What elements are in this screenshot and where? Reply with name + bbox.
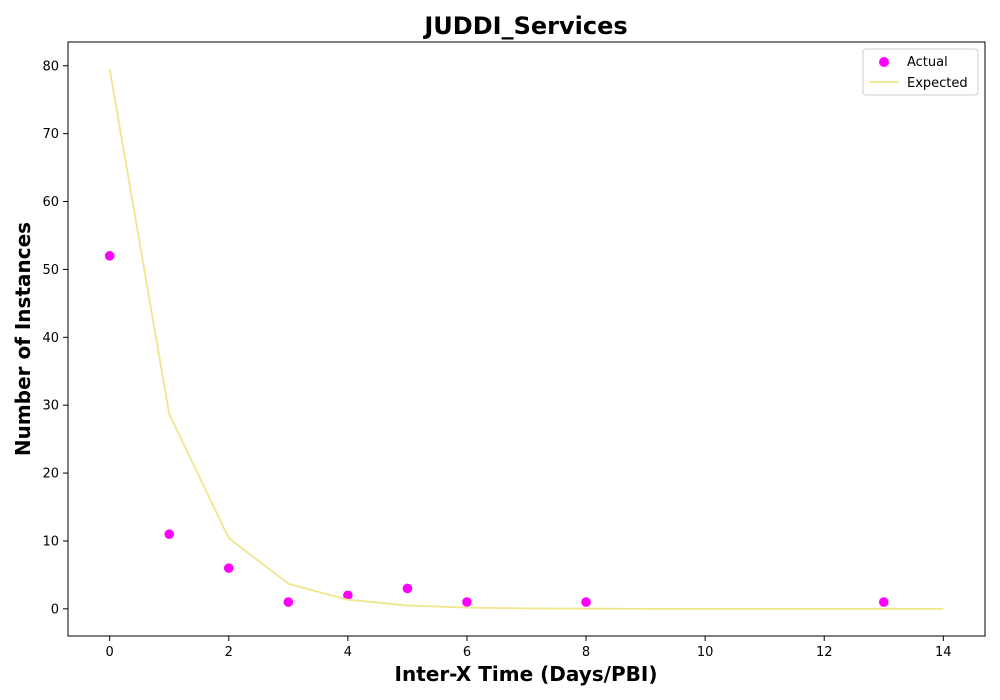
legend-label-actual: Actual (907, 55, 948, 70)
legend-marker-actual (879, 57, 889, 67)
y-tick-label: 30 (42, 399, 59, 414)
legend: Actual Expected (862, 48, 979, 96)
y-tick-label: 50 (42, 263, 59, 278)
y-tick-label: 40 (42, 331, 59, 346)
data-point-actual (104, 251, 115, 261)
y-tick-label: 0 (51, 602, 59, 617)
x-tick-label: 0 (106, 645, 114, 660)
data-point-actual (283, 597, 294, 607)
y-tick-label: 10 (42, 534, 59, 549)
x-tick-label: 12 (816, 645, 833, 660)
x-tick-label: 8 (582, 645, 590, 660)
y-axis-title: Number of Instances (11, 222, 35, 456)
x-tick-label: 6 (463, 645, 471, 660)
data-point-actual (223, 563, 234, 573)
y-tick-label: 70 (42, 127, 59, 142)
chart-title: JUDDI_Services (422, 12, 627, 40)
x-tick-label: 14 (935, 645, 952, 660)
data-point-actual (462, 597, 472, 607)
data-point-actual (878, 597, 889, 607)
y-tick-label: 20 (42, 467, 59, 482)
legend-frame (862, 48, 979, 96)
series-line-expected (108, 69, 944, 610)
y-tick-label: 80 (42, 59, 59, 74)
x-tick-label: 10 (697, 645, 714, 660)
x-axis-title: Inter-X Time (Days/PBI) (395, 662, 658, 686)
legend-label-expected: Expected (907, 76, 968, 91)
data-point-actual (402, 583, 413, 594)
plot-frame (67, 41, 986, 637)
x-tick-label: 4 (344, 645, 352, 660)
data-point-actual (164, 529, 175, 539)
y-tick-label: 60 (42, 195, 59, 210)
x-tick-label: 2 (225, 645, 233, 660)
plot-area: 0 2 4 6 8 10 12 14 0 10 20 30 40 50 60 70 80 (42, 59, 951, 660)
data-point-actual (581, 597, 591, 607)
data-point-actual (343, 590, 353, 601)
